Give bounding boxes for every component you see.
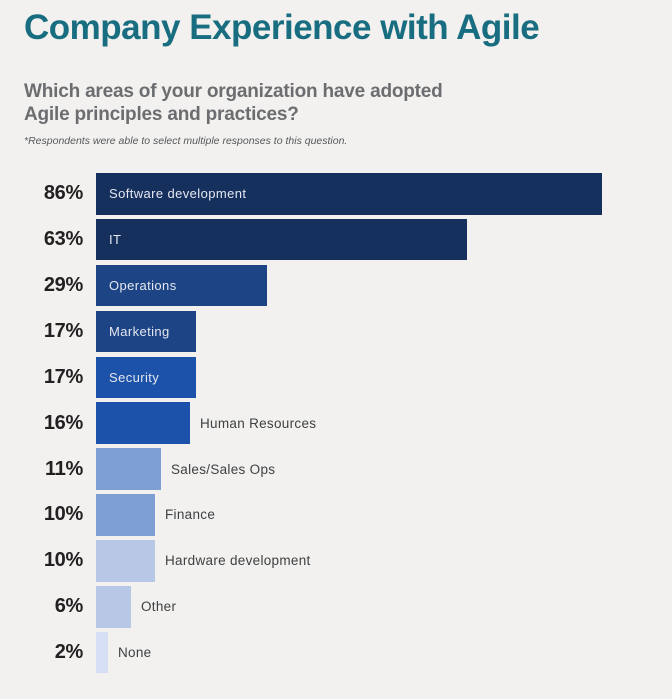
chart-row: 11% Sales/Sales Ops: [0, 448, 672, 490]
category-label: Sales/Sales Ops: [171, 461, 276, 477]
bar-operations: Operations: [96, 264, 267, 307]
value-label: 2%: [54, 641, 84, 664]
bar-finance: [96, 494, 155, 536]
value-label: 10%: [43, 549, 83, 572]
category-label: Finance: [165, 507, 216, 523]
value-label: 17%: [43, 319, 83, 342]
question-line-2: Agile principles and practices?: [24, 104, 299, 125]
bar-software-development: Software development: [96, 173, 602, 215]
chart-row: 29% Operations: [0, 264, 672, 307]
category-label: Hardware development: [165, 553, 311, 569]
value-label: 16%: [43, 411, 83, 434]
category-label: IT: [109, 232, 122, 248]
chart-row: 16% Human Resources: [0, 402, 672, 444]
survey-footnote: *Respondents were able to select multipl…: [24, 135, 348, 147]
value-label: 10%: [43, 503, 83, 526]
question-heading: Which areas of your organization have ad…: [24, 80, 443, 126]
chart-row: 10% Hardware development: [0, 540, 672, 582]
value-label: 6%: [54, 595, 84, 618]
bar-hardware-development: [96, 540, 155, 582]
bar-human-resources: [96, 402, 190, 444]
chart-row: 17% Security: [0, 356, 672, 399]
category-label: Human Resources: [200, 415, 317, 431]
chart-row: 86% Software development: [0, 173, 672, 215]
value-label: 29%: [43, 274, 83, 297]
category-label: Marketing: [109, 323, 170, 339]
bar-security: Security: [96, 356, 196, 399]
bar-sales-sales-ops: [96, 448, 161, 490]
bar-other: [96, 586, 131, 628]
category-label: Software development: [109, 186, 247, 202]
value-label: 17%: [43, 365, 83, 388]
bar-it: IT: [96, 218, 467, 261]
value-label: 63%: [43, 228, 83, 251]
category-label: None: [118, 645, 152, 661]
value-label: 86%: [43, 182, 83, 205]
bar-chart: 86% Software development 63% IT 29% Operation…: [0, 173, 672, 678]
category-label: Other: [141, 599, 177, 615]
category-label: Security: [109, 369, 160, 385]
category-label: Operations: [109, 278, 177, 294]
bar-marketing: Marketing: [96, 310, 196, 353]
chart-row: 10% Finance: [0, 494, 672, 536]
question-line-1: Which areas of your organization have ad…: [24, 81, 443, 102]
bar-none: [96, 631, 108, 674]
chart-row: 63% IT: [0, 218, 672, 261]
chart-row: 17% Marketing: [0, 310, 672, 353]
chart-row: 6% Other: [0, 586, 672, 628]
value-label: 11%: [44, 457, 83, 480]
chart-row: 2% None: [0, 631, 672, 674]
page-title: Company Experience with Agile: [24, 8, 540, 47]
